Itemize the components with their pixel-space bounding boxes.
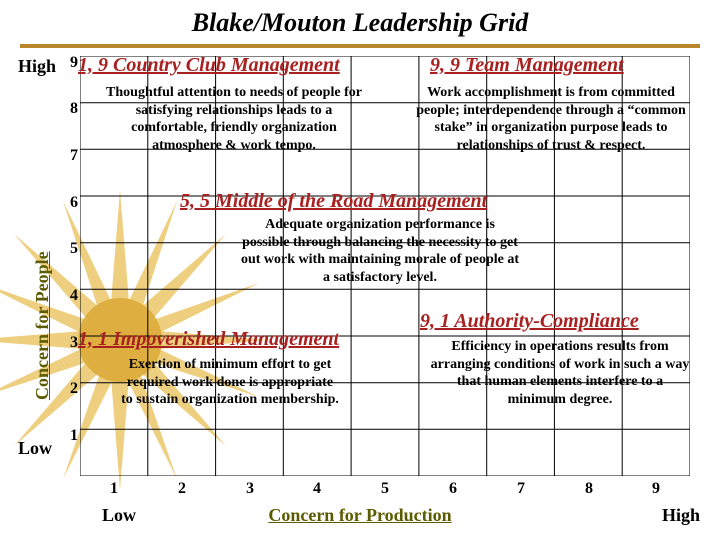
x-tick: 8: [579, 480, 599, 498]
x-high-label: High: [662, 505, 700, 526]
y-tick: 8: [58, 100, 78, 118]
y-axis-label: Concern for People: [32, 251, 53, 400]
heading-impoverished: 1, 1 Impoverished Management: [78, 328, 339, 351]
desc-impoverished: Exertion of minimum effort to get requir…: [120, 356, 340, 409]
x-tick: 4: [307, 480, 327, 498]
desc-country-club: Thoughtful attention to needs of people …: [104, 84, 364, 154]
y-low-label: Low: [18, 438, 52, 459]
heading-middle: 5, 5 Middle of the Road Management: [180, 190, 487, 213]
heading-team: 9, 9 Team Management: [430, 54, 624, 77]
desc-authority: Efficiency in operations results from ar…: [430, 338, 690, 408]
heading-country-club: 1, 9 Country Club Management: [78, 54, 340, 77]
x-axis-label: Concern for Production: [0, 505, 720, 526]
x-tick: 3: [240, 480, 260, 498]
y-tick: 5: [58, 240, 78, 258]
y-tick: 2: [58, 380, 78, 398]
desc-middle: Adequate organization performance is pos…: [240, 216, 520, 286]
y-tick: 1: [58, 427, 78, 445]
heading-authority: 9, 1 Authority-Compliance: [420, 310, 639, 333]
page-title: Blake/Mouton Leadership Grid: [0, 8, 720, 38]
y-tick: 7: [58, 147, 78, 165]
desc-team: Work accomplishment is from committed pe…: [412, 84, 690, 154]
y-high-label: High: [18, 56, 56, 77]
x-tick: 6: [443, 480, 463, 498]
y-tick: 9: [58, 54, 78, 72]
y-tick: 6: [58, 194, 78, 212]
x-tick: 7: [511, 480, 531, 498]
x-tick: 9: [646, 480, 666, 498]
x-tick: 2: [172, 480, 192, 498]
y-tick: 4: [58, 287, 78, 305]
x-tick: 1: [104, 480, 124, 498]
y-tick: 3: [58, 334, 78, 352]
title-rule: [20, 44, 700, 48]
x-tick: 5: [375, 480, 395, 498]
